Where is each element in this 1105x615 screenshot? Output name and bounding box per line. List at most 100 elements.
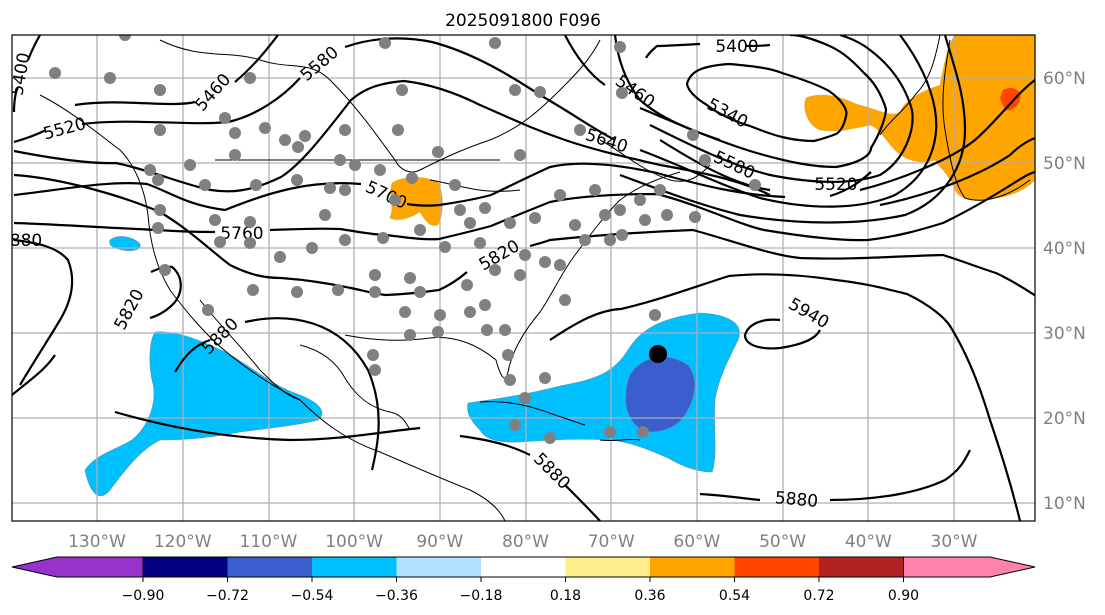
- station-marker: [614, 204, 626, 216]
- station-marker: [154, 124, 166, 136]
- station-marker: [334, 154, 346, 166]
- station-marker: [332, 284, 344, 296]
- contour-label: 5580: [710, 147, 758, 183]
- longitude-label: 110°W: [240, 532, 298, 552]
- station-marker: [414, 286, 426, 298]
- station-marker: [519, 392, 531, 404]
- contour-label: 5400: [7, 51, 34, 97]
- longitude-label: 50°W: [759, 532, 806, 552]
- station-marker: [649, 309, 661, 321]
- latitude-labels: 60°N 50°N 40°N 30°N 20°N 10°N: [1043, 69, 1086, 514]
- colorbar-tick-label: 0.54: [719, 588, 750, 604]
- station-marker: [544, 432, 556, 444]
- colorbar-tick-label: 0.36: [634, 588, 665, 604]
- station-marker: [519, 249, 531, 261]
- station-marker: [214, 236, 226, 248]
- station-marker: [499, 324, 511, 336]
- station-marker: [539, 372, 551, 384]
- contour-label: 5340: [704, 95, 752, 133]
- longitude-label: 100°W: [325, 532, 383, 552]
- map-area: 5400 5460 5520 5580 5700 5760 5820 5820 …: [7, 35, 1035, 521]
- contour-label: 5520: [814, 175, 857, 195]
- latitude-label: 30°N: [1043, 324, 1086, 344]
- station-marker: [152, 174, 164, 186]
- station-marker: [509, 84, 521, 96]
- longitude-label: 80°W: [502, 532, 549, 552]
- station-marker: [279, 134, 291, 146]
- station-marker: [202, 304, 214, 316]
- station-marker: [509, 419, 521, 431]
- latitude-label: 10°N: [1043, 494, 1086, 514]
- contour-label: 5940: [785, 294, 832, 333]
- contour-label: 5760: [220, 224, 263, 244]
- contour-label: 5880: [774, 488, 819, 512]
- colorbar-tick-label: −0.90: [122, 588, 165, 604]
- station-marker: [689, 211, 701, 223]
- station-marker: [199, 179, 211, 191]
- station-marker: [432, 326, 444, 338]
- station-marker: [244, 237, 256, 249]
- station-marker: [377, 232, 389, 244]
- station-marker: [367, 349, 379, 361]
- station-marker: [306, 242, 318, 254]
- station-marker: [616, 229, 628, 241]
- station-marker: [369, 364, 381, 376]
- colorbar-bin: [819, 557, 904, 577]
- storm-center-marker: [649, 345, 667, 363]
- station-marker: [614, 41, 626, 53]
- station-marker: [489, 37, 501, 49]
- station-marker: [504, 217, 516, 229]
- station-marker: [514, 149, 526, 161]
- colorbar-extend-low: [11, 556, 144, 578]
- longitude-label: 70°W: [588, 532, 635, 552]
- station-marker: [474, 237, 486, 249]
- shading-red: [1000, 87, 1021, 111]
- colorbar-tick-label: 0.18: [550, 588, 581, 604]
- station-marker: [539, 256, 551, 268]
- station-marker: [599, 209, 611, 221]
- station-marker: [259, 122, 271, 134]
- station-marker: [439, 241, 451, 253]
- latitude-label: 20°N: [1043, 409, 1086, 429]
- station-marker: [481, 324, 493, 336]
- station-marker: [687, 129, 699, 141]
- station-marker: [392, 124, 404, 136]
- station-marker: [324, 182, 336, 194]
- colorbar-tick-label: −0.18: [460, 588, 503, 604]
- latitude-label: 50°N: [1043, 154, 1086, 174]
- station-marker: [154, 84, 166, 96]
- station-marker: [396, 84, 408, 96]
- station-marker: [339, 234, 351, 246]
- longitude-label: 120°W: [154, 532, 212, 552]
- colorbar: −0.90 −0.72 −0.54 −0.36 −0.18 0.18 0.36 0.54 0.7…: [11, 556, 1036, 604]
- contour-label: 5520: [41, 114, 88, 145]
- station-marker: [369, 269, 381, 281]
- colorbar-extend-high: [903, 556, 1036, 578]
- station-marker: [244, 72, 256, 84]
- figure-title: 2025091800 F096: [445, 11, 601, 31]
- latitude-label: 60°N: [1043, 69, 1086, 89]
- station-markers: [49, 35, 761, 444]
- longitude-label: 130°W: [68, 532, 126, 552]
- contour-label: 5820: [111, 286, 149, 334]
- latitude-label: 40°N: [1043, 239, 1086, 259]
- station-marker: [634, 194, 646, 206]
- longitude-label: 60°W: [673, 532, 720, 552]
- longitude-label: 40°W: [845, 532, 892, 552]
- shading-light-blue: [84, 236, 740, 496]
- station-marker: [369, 286, 381, 298]
- colorbar-bin: [734, 557, 819, 577]
- station-marker: [449, 179, 461, 191]
- station-marker: [404, 272, 416, 284]
- station-marker: [504, 374, 516, 386]
- colorbar-tick-label: 0.90: [888, 588, 919, 604]
- station-marker: [291, 174, 303, 186]
- station-marker: [154, 204, 166, 216]
- station-marker: [404, 329, 416, 341]
- station-marker: [749, 179, 761, 191]
- station-marker: [339, 184, 351, 196]
- colorbar-tick-label: 0.72: [803, 588, 834, 604]
- contour-label: 5460: [191, 70, 235, 116]
- longitude-label: 90°W: [416, 532, 463, 552]
